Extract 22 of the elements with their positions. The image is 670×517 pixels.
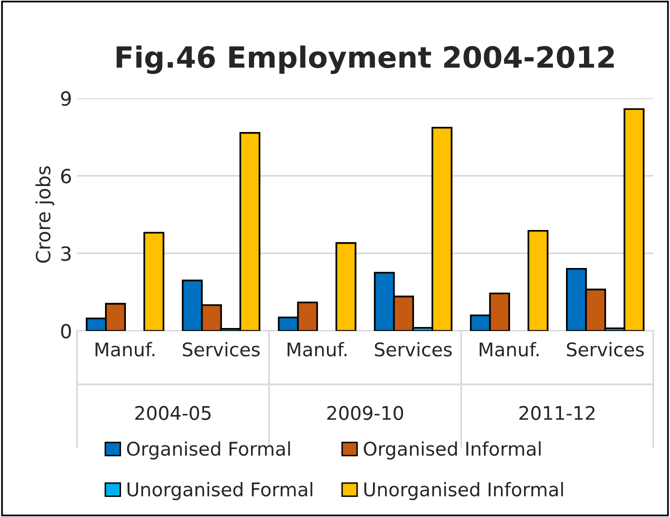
legend-label: Unorganised Formal xyxy=(128,482,312,500)
y-tick-label: 6 xyxy=(61,168,71,184)
y-tick-label: 3 xyxy=(61,246,71,261)
y-tick-label: 0 xyxy=(61,324,71,339)
x-tick-label: Services xyxy=(374,342,452,357)
x-tick-label: Manuf. xyxy=(96,342,154,357)
x-tick-label: Manuf. xyxy=(480,342,538,357)
legend-label: Organised Informal xyxy=(364,441,541,460)
text: 2004-05 xyxy=(135,406,211,420)
x-tick-label: Manuf. xyxy=(288,342,346,357)
legend-label: Unorganised Informal xyxy=(364,482,563,500)
chart-title: Fig.46 Employment 2004-2012 xyxy=(116,46,614,74)
text: 2011-12 xyxy=(519,406,595,420)
x-tick-label: Services xyxy=(566,342,644,357)
bar xyxy=(336,242,356,331)
y-axis-title: Crore jobs xyxy=(35,166,54,263)
y-tick-label: 9 xyxy=(61,91,71,106)
bar xyxy=(528,230,548,331)
bar xyxy=(143,232,164,331)
legend-label: Organised Formal xyxy=(127,441,290,460)
x-tick-label: Services xyxy=(182,342,260,357)
text: 2009-10 xyxy=(327,406,404,420)
